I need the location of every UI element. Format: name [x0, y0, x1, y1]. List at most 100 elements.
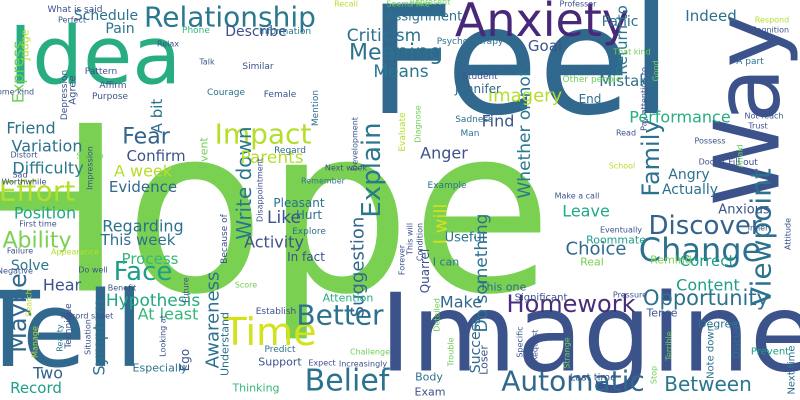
word-anger: Anger: [420, 144, 468, 163]
word-represent: Represent: [410, 0, 451, 7]
word-what-is-said: What is said: [48, 5, 103, 15]
word-some-kind: Some kind: [0, 88, 34, 97]
word-reality: Reality: [56, 324, 65, 352]
word-challenge: Challenge: [350, 348, 390, 357]
word-automatic: Automatic: [501, 365, 645, 398]
word-whether-or-not: Whether or not: [515, 69, 535, 198]
word-remember: Remember: [301, 177, 346, 186]
word-pay-attention-to: Pay attention to: [640, 67, 649, 131]
word-ability: Ability: [3, 229, 72, 254]
word-find: Find: [482, 112, 515, 131]
word-maybe: Maybe: [4, 273, 32, 353]
word-situation: Situation: [84, 319, 93, 355]
word-judge: Judge: [19, 29, 32, 61]
word-face: Face: [114, 257, 173, 287]
word-hear: Hear: [43, 276, 82, 295]
word-two: Two: [32, 364, 63, 383]
word-request: Request: [531, 330, 540, 363]
word-a-week: A week: [114, 162, 173, 181]
word-impact: Impact: [215, 118, 312, 151]
word-assignment: Assignment: [386, 10, 463, 25]
word-loser: Loser: [478, 345, 491, 375]
word-pattern: Pattern: [85, 67, 117, 77]
word-strange: Strange: [563, 337, 572, 369]
word-relationship: Relationship: [144, 1, 316, 34]
word-pleasant: Pleasant: [273, 196, 325, 210]
word-not-reach: Not reach: [745, 112, 784, 121]
word-talk: Talk: [198, 58, 215, 67]
word-professor: Professor: [560, 0, 598, 9]
word-jennifer: Jennifer: [454, 82, 501, 96]
word-worthwhile: Worthwhile: [2, 178, 47, 187]
word-regarding: Regarding: [102, 217, 183, 236]
word-imagine: Imagine: [380, 272, 800, 397]
word-describe: Describe: [225, 24, 287, 40]
word-confirm: Confirm: [126, 147, 185, 165]
word-event: Event: [198, 137, 211, 169]
word-belief: Belief: [305, 364, 391, 399]
word-increasingly: Increasingly: [339, 360, 388, 369]
word-between: Between: [664, 372, 752, 396]
word-this-one: This one: [479, 281, 527, 294]
word-a-bit: A bit: [148, 99, 166, 134]
word-development: Development: [351, 117, 360, 171]
word-fear: Fear: [122, 125, 170, 150]
word-regard: Regard: [274, 146, 306, 156]
word-terrible: Terrible: [665, 331, 674, 361]
word-tell: Tell: [0, 269, 144, 391]
word-agree: Agree: [68, 75, 79, 104]
word-difficulty: Difficulty: [12, 159, 83, 178]
word-impression: Impression: [86, 146, 95, 190]
word-ego: Ego: [178, 349, 192, 372]
word-technique: Technique: [64, 303, 74, 350]
word-other-people: Other people: [563, 75, 622, 85]
word-imagery: Imagery: [488, 86, 563, 107]
word-evaluate: Evaluate: [398, 112, 408, 152]
word-attitude: Attitude: [784, 218, 793, 250]
word-real: Real: [580, 256, 604, 269]
word-suggestion: Suggestion: [348, 217, 369, 318]
word-schedule: Schedule: [74, 8, 138, 24]
word-looking-at: Looking at: [159, 315, 168, 357]
word-make: Make: [440, 293, 482, 312]
word-this-will: This will: [406, 223, 415, 256]
word-end: End: [579, 92, 602, 106]
word-significant: Significant: [515, 293, 568, 304]
word-anxious: Anxious: [718, 203, 770, 218]
word-pressure: Pressure: [613, 291, 647, 300]
word-afraid: Afraid: [736, 144, 745, 168]
word-depression: Depression: [60, 70, 70, 120]
word-do-well: Do well: [78, 266, 108, 275]
word-performance: Performance: [629, 108, 730, 127]
word-man: Man: [461, 129, 480, 139]
word-exam: Exam: [415, 386, 446, 399]
word-tense: Tense: [645, 307, 677, 320]
word-especially: Especially: [133, 362, 188, 375]
word-next-week: Next week: [325, 164, 368, 173]
word-discuss: Discuss: [732, 321, 743, 359]
word-next-time: Next time: [787, 345, 798, 394]
word-record: Record: [10, 379, 62, 397]
word-mention: Mention: [311, 90, 321, 126]
word-position: Position: [14, 204, 76, 223]
word-goal: Goal: [528, 37, 562, 55]
word-process: Process: [122, 250, 179, 268]
word-prevent: Prevent: [751, 347, 789, 358]
word-explore: Explore: [292, 227, 326, 237]
word-attention: Attention: [323, 292, 374, 305]
word-explain: Explain: [357, 122, 387, 217]
word-do-something: Do something: [472, 214, 492, 333]
word-specific: Specific: [516, 326, 525, 357]
word-last-time: Last time: [570, 373, 617, 384]
word-family: Family: [637, 119, 665, 196]
word-roommate: Roommate: [586, 234, 646, 247]
word-time: Time: [223, 310, 317, 354]
word-distort: Distort: [10, 151, 37, 160]
word-respond: Respond: [755, 16, 789, 25]
word-predict: Predict: [265, 345, 296, 355]
word-perfect: Perfect: [58, 16, 86, 25]
word-possess: Possess: [694, 137, 725, 146]
word-because-of: Because of: [220, 213, 230, 263]
word-cognition: Cognition: [751, 26, 789, 35]
word-body: Body: [415, 371, 443, 384]
